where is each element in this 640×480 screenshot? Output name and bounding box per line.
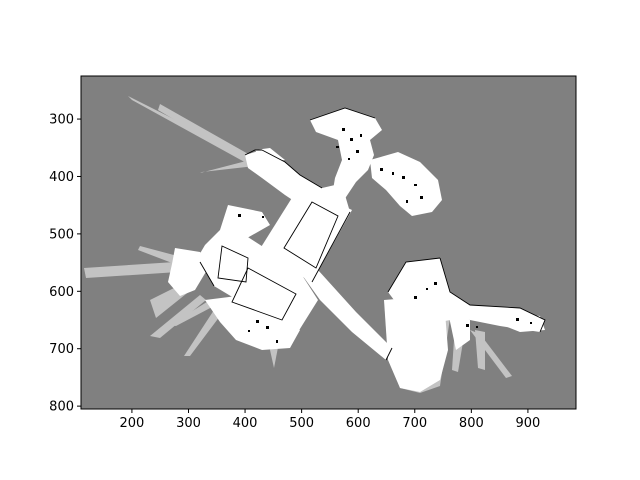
x-tick-label: 800 (459, 416, 484, 431)
y-tick-label: 400 (49, 170, 74, 185)
x-tick-label: 600 (346, 416, 371, 431)
x-tick-label: 300 (176, 416, 201, 431)
obstacles (199, 107, 546, 361)
obstacle-speckles (238, 128, 532, 343)
y-tick-label: 700 (49, 342, 74, 357)
x-tick-label: 900 (516, 416, 541, 431)
x-axis-ticks: 200 300 400 500 600 700 800 900 (120, 409, 541, 431)
y-tick-label: 300 (49, 113, 74, 128)
occupancy-map (84, 96, 546, 393)
x-tick-label: 200 (120, 416, 145, 431)
axes-frame (80, 75, 577, 410)
y-axis-ticks: 300 400 500 600 700 800 (49, 113, 81, 415)
x-tick-label: 500 (289, 416, 314, 431)
y-tick-label: 600 (49, 285, 74, 300)
y-tick-label: 500 (49, 227, 74, 242)
x-tick-label: 700 (402, 416, 427, 431)
y-tick-label: 800 (49, 400, 74, 415)
free-space (168, 108, 545, 392)
x-tick-label: 400 (233, 416, 258, 431)
